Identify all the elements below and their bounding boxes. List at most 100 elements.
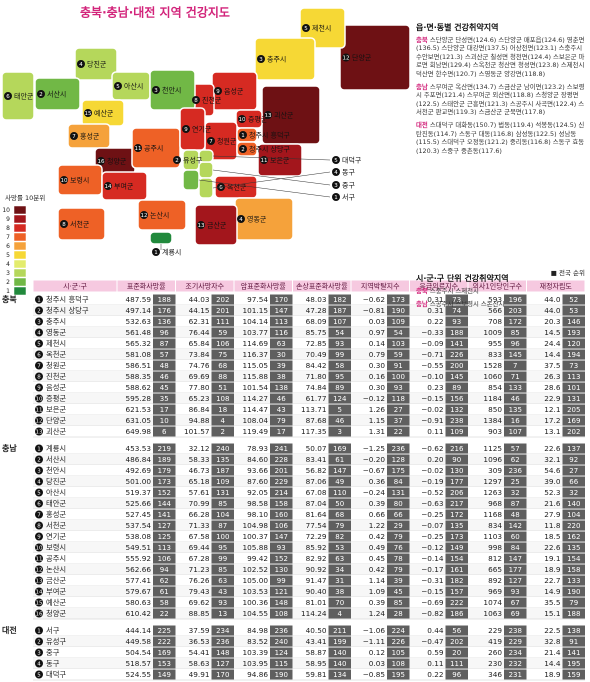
cell-value: 0.22 (427, 317, 443, 326)
cell-value: −0.81 (363, 306, 385, 315)
cell-value: 91.47 (306, 576, 327, 585)
legend-label: 10 (2, 207, 10, 214)
rank-cell (270, 575, 293, 586)
cell-value: 28.6 (544, 383, 561, 392)
row-badge (35, 394, 43, 403)
rank-cell (445, 658, 468, 669)
rank-cell (153, 487, 176, 498)
legend-swatch (13, 259, 27, 269)
map-number: 3 (259, 57, 263, 63)
rank-cell (445, 498, 468, 509)
rank-cell (270, 636, 293, 647)
map-badge (60, 176, 68, 184)
cell-rank: 45 (160, 384, 169, 392)
cell-value: 102.52 (242, 565, 268, 574)
cell-rank: 214 (275, 489, 289, 497)
cell-rank: 58 (160, 599, 169, 607)
row-number: 11 (36, 557, 43, 563)
cell-rank: 136 (158, 318, 172, 326)
row-bg (33, 669, 585, 680)
cell-rank: 6 (162, 428, 167, 436)
map-badge (192, 96, 200, 104)
cell-rank: 54 (394, 329, 403, 337)
cell-rank: 100 (392, 373, 405, 381)
cell-rank: 135 (567, 544, 580, 552)
rank-cell (387, 509, 410, 520)
legend-swatch (13, 268, 27, 278)
cell-rank: 131 (567, 395, 580, 403)
cell-rank: 148 (275, 599, 288, 607)
rank-cell (445, 625, 468, 636)
cell-rank: 57 (511, 445, 520, 453)
rank-cell (211, 465, 234, 476)
rank-cell (211, 608, 234, 619)
row-number: 9 (37, 535, 41, 541)
map-number: 4 (239, 217, 243, 223)
rank-cell (328, 360, 351, 371)
cell-rank: 236 (509, 467, 523, 475)
cell-value: 48.03 (306, 295, 327, 304)
cell-value: 35.5 (544, 598, 560, 607)
cell-rank: 108 (392, 660, 405, 668)
cell-value: 70.99 (189, 499, 210, 508)
rank-cell (504, 415, 527, 426)
map-label: 홍성군 (80, 132, 100, 141)
map-number: 4 (334, 170, 338, 176)
rank-cell (270, 564, 293, 575)
cell-rank: 113 (567, 373, 580, 381)
cell-value: 58.87 (306, 648, 327, 657)
rank-cell (387, 338, 410, 349)
cell-rank: 108 (275, 610, 288, 618)
map-label: 서구 (342, 193, 355, 202)
map-region (257, 143, 303, 177)
rank-cell (387, 487, 410, 498)
cell-value: 87.68 (306, 416, 327, 425)
cell-rank: 127 (158, 522, 171, 530)
map-label: 옥천군 (227, 183, 247, 192)
cell-rank: 131 (392, 489, 405, 497)
map-badge (152, 248, 160, 256)
cell-rank: 106 (275, 522, 289, 530)
row-name: 옥천군 (46, 350, 66, 359)
note-text: 스공주시 스보령시 스논산시 (429, 299, 505, 308)
map-badge (60, 220, 68, 228)
cell-value: 501.00 (125, 477, 151, 486)
cell-value: 1.14 (369, 576, 386, 585)
rank-cell (387, 669, 410, 680)
rank-cell (504, 454, 527, 465)
cell-value: 44.0 (544, 295, 561, 304)
map-badge (70, 132, 78, 140)
cell-value: 94.88 (189, 416, 210, 425)
cell-rank: 37 (394, 417, 403, 425)
cell-value: 65.23 (189, 394, 210, 403)
cell-rank: 79 (335, 522, 344, 530)
legend-label: 8 (6, 225, 10, 232)
cell-value: 54.6 (544, 466, 561, 475)
cell-value: 562.66 (125, 565, 151, 574)
cell-rank: 96 (452, 671, 461, 679)
legend-label: 4 (6, 261, 10, 268)
rank-cell (387, 294, 410, 305)
header-label: 표준화사망률 (127, 282, 166, 291)
cell-rank: 56 (452, 627, 461, 635)
cell-rank: 66 (569, 478, 578, 486)
legend-label: 2 (6, 279, 10, 286)
rank-cell (328, 636, 351, 647)
rank-cell (211, 382, 234, 393)
cell-value: 1.26 (369, 405, 386, 414)
cell-rank: 157 (450, 588, 463, 596)
cell-value: 595.28 (125, 394, 151, 403)
cell-rank: 156 (450, 395, 464, 403)
rank-cell (270, 586, 293, 597)
cell-value: 449.58 (125, 637, 151, 646)
map-region (182, 169, 200, 191)
cell-rank: 63 (218, 577, 227, 585)
cell-value: 708 (488, 317, 502, 326)
row-name: 연기군 (46, 532, 66, 541)
map-badge (342, 53, 350, 62)
cell-value: 1.22 (369, 521, 385, 530)
cell-rank: 134 (333, 671, 347, 679)
cell-value: 98.58 (247, 499, 268, 508)
rank-cell (153, 498, 176, 509)
cell-value: 14.9 (544, 587, 561, 596)
